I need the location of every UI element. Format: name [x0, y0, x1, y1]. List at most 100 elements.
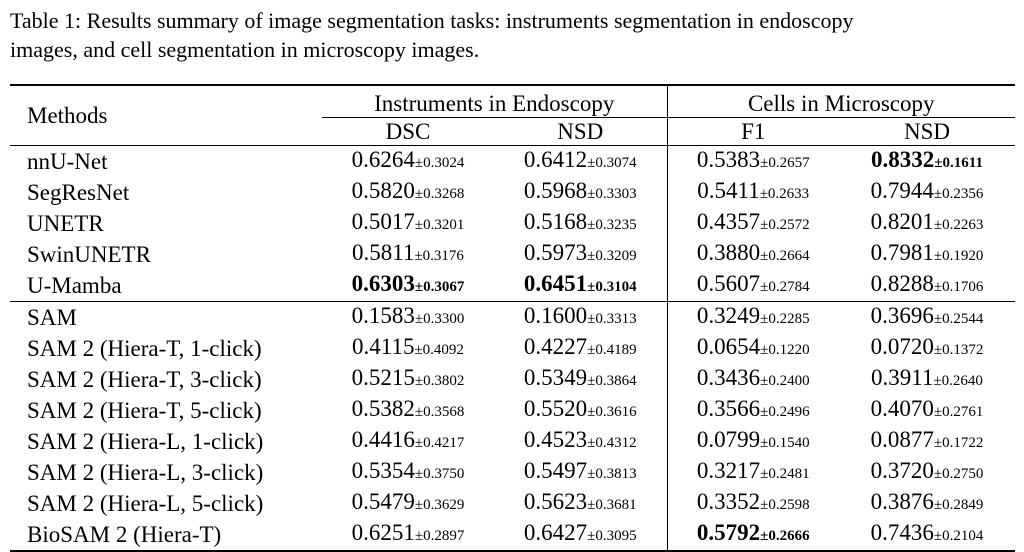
- metric-value: 0.5017: [351, 209, 415, 234]
- metric-std: ±0.3024: [414, 155, 465, 171]
- metric-std: ±0.3629: [414, 497, 465, 513]
- method-name: SAM 2 (Hiera-T, 5-click): [27, 398, 262, 423]
- metric-std: ±0.3067: [414, 279, 465, 295]
- metric-value: 0.6412: [523, 147, 588, 172]
- table-row: nnU-Net 0.6264±0.3024 0.6412±0.3074 0.5383±…: [10, 145, 1015, 177]
- metric-cell: 0.5792±0.2666: [666, 519, 839, 552]
- metric-value: 0.0720: [870, 334, 934, 359]
- metric-std: ±0.4312: [587, 435, 637, 451]
- metric-cell: 0.5215±0.3802: [322, 364, 494, 395]
- metric-std: ±0.1372: [933, 342, 984, 358]
- metric-std: ±0.2784: [760, 279, 810, 295]
- metric-cell: 0.4523±0.4312: [494, 426, 667, 457]
- subheader-f1: F1: [666, 117, 839, 146]
- metric-std: ±0.3616: [587, 404, 637, 420]
- metric-cell: 0.0877±0.1722: [839, 426, 1015, 457]
- metric-cell: 0.5383±0.2657: [666, 145, 839, 177]
- metric-value: 0.6303: [351, 271, 415, 296]
- metric-cell: 0.5349±0.3864: [494, 364, 667, 395]
- metric-std: ±0.3104: [587, 279, 637, 295]
- metric-value: 0.5623: [523, 489, 588, 514]
- metric-std: ±0.2633: [759, 186, 810, 202]
- metric-cell: 0.4416±0.4217: [322, 426, 494, 457]
- subheader-nsd-endoscopy: NSD: [494, 117, 667, 146]
- table-row: SAM 2 (Hiera-L, 1-click) 0.4416±0.4217 0.4…: [10, 426, 1015, 457]
- metric-cell: 0.8288±0.1706: [839, 270, 1015, 302]
- metric-value: 0.5497: [523, 458, 588, 483]
- metric-value: 0.5973: [523, 240, 588, 265]
- metric-cell: 0.3566±0.2496: [666, 395, 839, 426]
- method-name: SAM 2 (Hiera-T, 3-click): [27, 367, 262, 392]
- method-name: BioSAM 2 (Hiera-T): [10, 519, 322, 552]
- metric-value: 0.3566: [696, 396, 761, 421]
- metric-cell: 0.7944±0.2356: [839, 177, 1015, 208]
- method-name: SAM 2 (Hiera-L, 5-click): [27, 491, 264, 516]
- metric-std: ±0.2897: [414, 528, 465, 544]
- metric-value: 0.3352: [696, 489, 761, 514]
- metric-std: ±0.1706: [933, 279, 984, 295]
- method-name: SAM 2 (Hiera-L, 3-click): [27, 460, 264, 485]
- metric-std: ±0.3300: [414, 311, 465, 327]
- table-body: nnU-Net 0.6264±0.3024 0.6412±0.3074 0.5383±…: [10, 145, 1015, 552]
- metric-std: ±0.1611: [934, 155, 983, 171]
- metric-cell: 0.1583±0.3300: [322, 301, 494, 333]
- metric-value: 0.8332: [871, 147, 935, 172]
- metric-value: 0.5383: [696, 147, 761, 172]
- table-row: SAM 2 (Hiera-L, 3-click) 0.5354±0.3750 0.5…: [10, 457, 1015, 488]
- metric-value: 0.3876: [870, 489, 934, 514]
- table-row: UNETR 0.5017±0.3201 0.5168±0.3235 0.4357±0.…: [10, 208, 1015, 239]
- method-name: SwinUNETR: [27, 242, 151, 267]
- metric-std: ±0.4189: [587, 342, 637, 358]
- metric-value: 0.4416: [351, 427, 415, 452]
- metric-cell: 0.5973±0.3209: [494, 239, 667, 270]
- metric-cell: 0.5820±0.3268: [322, 177, 494, 208]
- metric-value: 0.0877: [870, 427, 934, 452]
- table-row: SAM 2 (Hiera-T, 1-click) 0.4115±0.4092 0.4…: [10, 333, 1015, 364]
- method-name: SAM 2 (Hiera-T, 1-click): [27, 336, 262, 361]
- methods-header: Methods: [27, 103, 108, 128]
- metric-cell: 0.5811±0.3176: [322, 239, 494, 270]
- group-header-endoscopy-label: Instruments in Endoscopy: [374, 91, 615, 116]
- metric-value: 0.8201: [870, 209, 934, 234]
- metric-std: ±0.2640: [933, 373, 983, 389]
- metric-std: ±0.2761: [933, 404, 984, 420]
- metric-cell: 0.6251±0.2897: [322, 519, 494, 552]
- method-name: SAM: [10, 301, 322, 333]
- metric-value: 0.4357: [696, 209, 761, 234]
- metric-value: 0.6451: [523, 271, 588, 296]
- metric-std: ±0.2285: [760, 311, 810, 327]
- metric-std: ±0.1220: [760, 342, 810, 358]
- metric-value: 0.1600: [523, 303, 588, 328]
- table-row: BioSAM 2 (Hiera-T) 0.6251±0.2897 0.6427±0.…: [10, 519, 1015, 552]
- metric-cell: 0.3876±0.2849: [839, 488, 1015, 519]
- metric-std: ±0.2657: [760, 155, 810, 171]
- metric-std: ±0.3313: [587, 311, 637, 327]
- metric-cell: 0.3911±0.2640: [839, 364, 1015, 395]
- caption-line-1: Table 1: Results summary of image segmen…: [10, 8, 854, 33]
- method-name: UNETR: [27, 211, 104, 236]
- metric-std: ±0.3568: [414, 404, 465, 420]
- metric-value: 0.5479: [351, 489, 415, 514]
- table-caption: Table 1: Results summary of image segmen…: [10, 6, 1018, 64]
- metric-cell: 0.4227±0.4189: [494, 333, 667, 364]
- metric-value: 0.4227: [523, 334, 588, 359]
- metric-cell: 0.5354±0.3750: [322, 457, 494, 488]
- metric-cell: 0.6303±0.3067: [322, 270, 494, 302]
- metric-cell: 0.5623±0.3681: [494, 488, 667, 519]
- metric-std: ±0.2666: [760, 528, 810, 544]
- metric-cell: 0.5382±0.3568: [322, 395, 494, 426]
- metric-cell: 0.6264±0.3024: [322, 145, 494, 177]
- metric-cell: 0.5017±0.3201: [322, 208, 494, 239]
- metric-cell: 0.3249±0.2285: [666, 301, 839, 333]
- metric-value: 0.5382: [351, 396, 415, 421]
- metric-std: ±0.2263: [933, 217, 984, 233]
- metric-value: 0.3696: [870, 303, 934, 328]
- metric-value: 0.3249: [696, 303, 761, 328]
- metric-cell: 0.3217±0.2481: [666, 457, 839, 488]
- metric-cell: 0.5411±0.2633: [666, 177, 839, 208]
- metric-value: 0.5168: [523, 209, 588, 234]
- metric-value: 0.3720: [870, 458, 934, 483]
- table-row: SAM 0.1583±0.3300 0.1600±0.3313 0.3249±0.22…: [10, 301, 1015, 333]
- caption-line-2: images, and cell segmentation in microsc…: [10, 37, 480, 62]
- table-row: SAM 2 (Hiera-T, 3-click) 0.5215±0.3802 0.5…: [10, 364, 1015, 395]
